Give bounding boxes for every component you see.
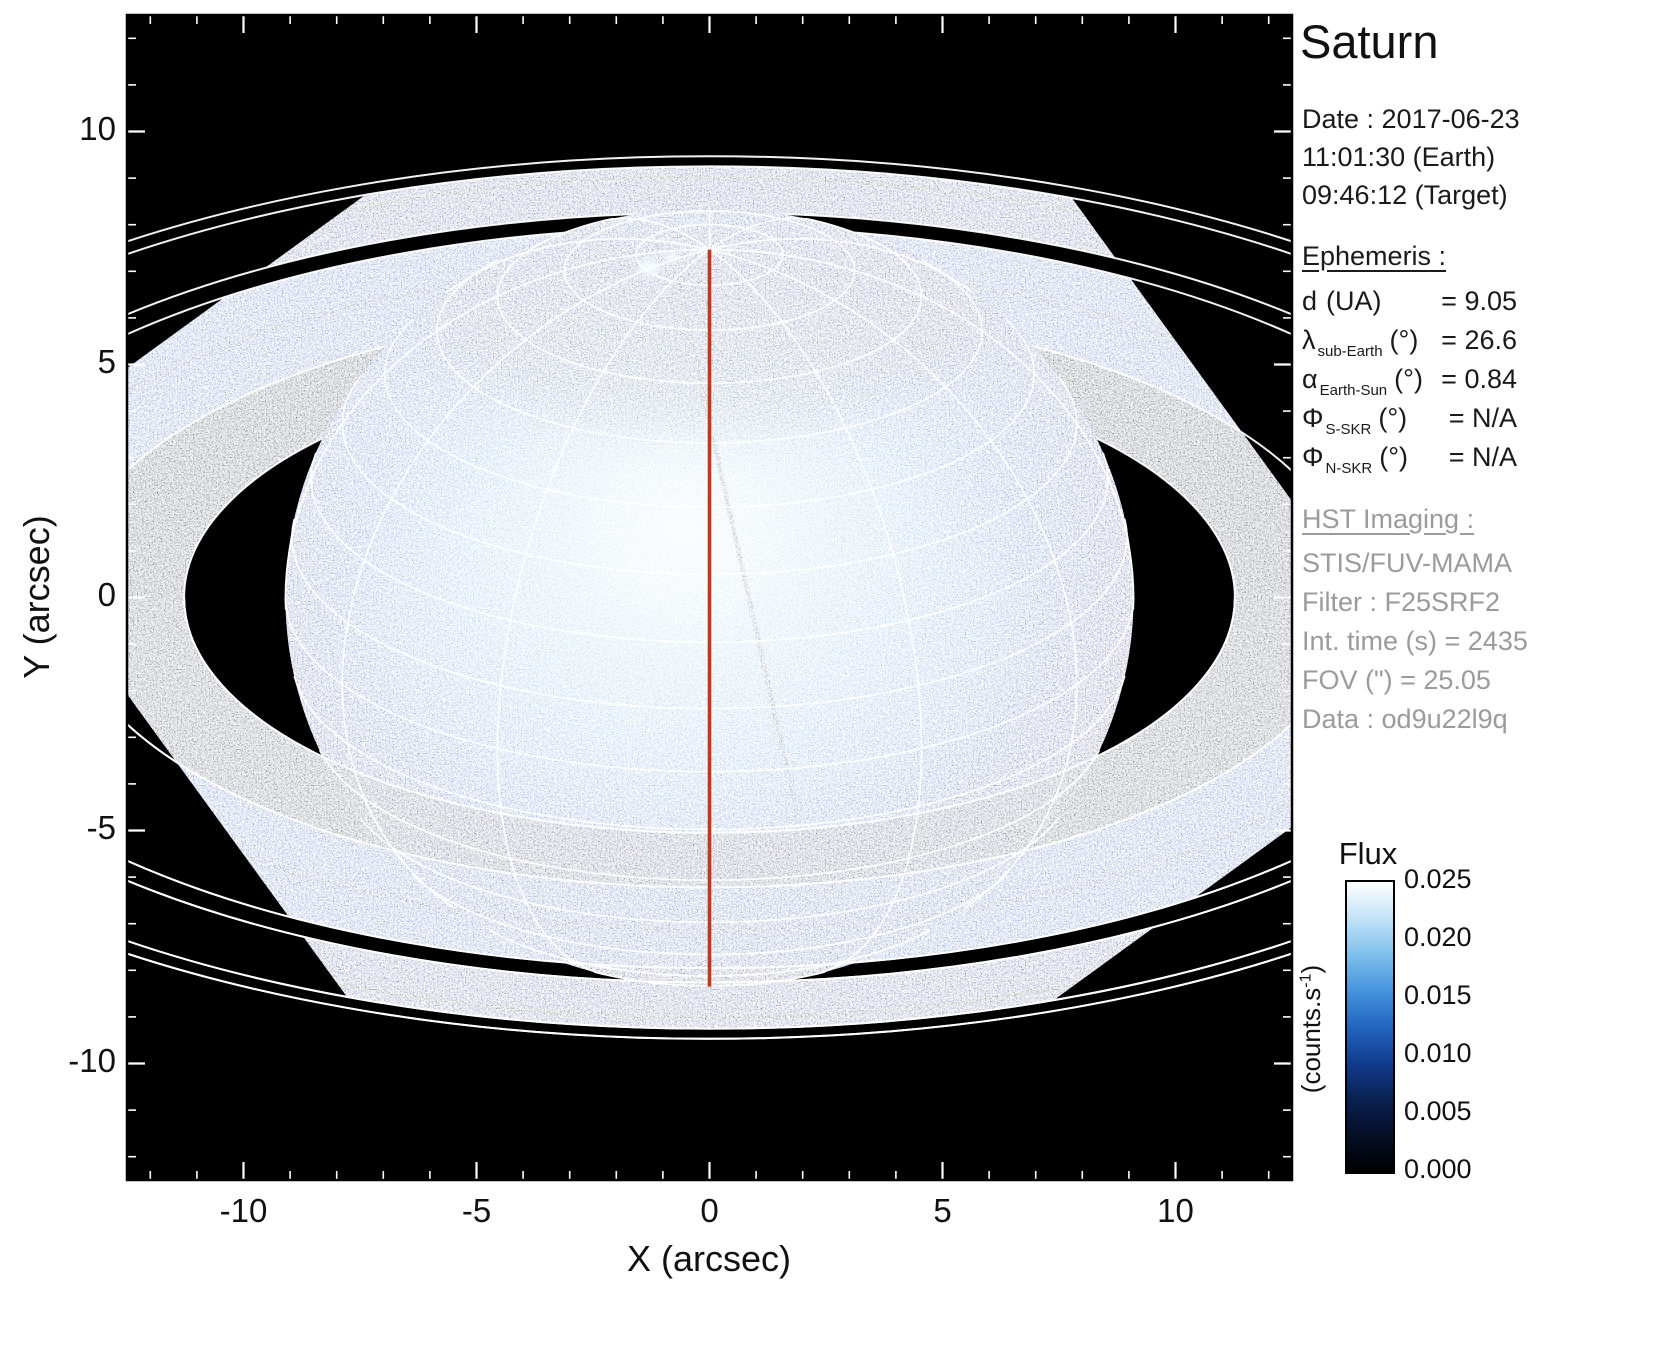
colorbar-tick-label: 0.000 [1404, 1154, 1472, 1184]
x-tick-label: 5 [933, 1192, 952, 1229]
hst-imaging-line: Filter : F25SRF2 [1302, 587, 1501, 617]
colorbar [1345, 880, 1395, 1174]
x-axis-title: X (arcsec) [626, 1238, 792, 1279]
colorbar-unit-prefix: (counts.s [1296, 987, 1326, 1094]
ephemeris-unit: (°) [1378, 403, 1408, 433]
colorbar-unit-label: (counts.s-1) [1296, 909, 1330, 1149]
ephemeris-val: = 26.6 [1441, 325, 1517, 355]
y-tick-label: -5 [86, 808, 116, 846]
hst-imaging-line: FOV (") = 25.05 [1302, 665, 1491, 695]
colorbar-tick-label: 0.020 [1404, 922, 1472, 952]
ephemeris-sym: d [1302, 286, 1318, 316]
y-tick-label: -10 [68, 1041, 116, 1079]
ephemeris-row: Φ S-SKR (°) = N/A [1302, 403, 1517, 442]
hst-imaging-block: STIS/FUV-MAMA Filter : F25SRF2 Int. time (… [1302, 544, 1528, 739]
x-tick-label: -5 [461, 1192, 492, 1229]
ephemeris-sym: λ [1302, 325, 1316, 355]
observation-date: Date : 2017-06-23 [1302, 104, 1520, 134]
y-tick-label: 10 [79, 109, 116, 147]
ephemeris-val: = N/A [1448, 442, 1517, 472]
ephemeris-val: = 0.84 [1441, 364, 1517, 394]
x-tick-label: 10 [1157, 1192, 1194, 1229]
ephemeris-table: d (UA) = 9.05 λ sub-Earth (°) = 26.6 α Earth-Sun… [1302, 286, 1517, 481]
ephemeris-unit: (UA) [1326, 286, 1382, 316]
ephemeris-val: = 9.05 [1441, 286, 1517, 316]
colorbar-tick-label: 0.005 [1404, 1096, 1472, 1126]
colorbar-unit-suffix: ) [1296, 964, 1326, 974]
colorbar-tick-label: 0.025 [1404, 864, 1472, 894]
colorbar-unit-exponent: -1 [1297, 973, 1315, 988]
colorbar-tick-label: 0.015 [1404, 980, 1472, 1010]
x-tick-label: 0 [700, 1192, 719, 1229]
y-tick-label: 0 [97, 575, 116, 613]
ephemeris-sub: sub-Earth [1317, 343, 1383, 360]
hst-imaging-line: Int. time (s) = 2435 [1302, 626, 1528, 656]
plot-title: Saturn [1300, 15, 1439, 68]
ephemeris-unit: (°) [1389, 325, 1419, 355]
ephemeris-val: = N/A [1448, 403, 1517, 433]
hst-imaging-line: STIS/FUV-MAMA [1302, 548, 1513, 578]
ephemeris-row: λ sub-Earth (°) = 26.6 [1302, 325, 1517, 364]
ephemeris-row: α Earth-Sun (°) = 0.84 [1302, 364, 1517, 403]
ephemeris-header: Ephemeris : [1302, 241, 1447, 271]
ephemeris-row: d (UA) = 9.05 [1302, 286, 1517, 325]
ephemeris-sub: S-SKR [1325, 421, 1372, 438]
ephemeris-sub: N-SKR [1325, 460, 1373, 477]
observation-block: Date : 2017-06-23 11:01:30 (Earth) 09:46… [1302, 100, 1520, 214]
ephemeris-sym: Φ [1302, 403, 1324, 433]
x-tick-label: -10 [219, 1192, 268, 1229]
hst-imaging-line: Data : od9u22l9q [1302, 704, 1508, 734]
hst-imaging-header: HST Imaging : [1302, 504, 1475, 534]
observation-time-earth: 11:01:30 (Earth) [1302, 142, 1496, 172]
y-tick-label: 5 [97, 342, 116, 380]
ephemeris-sym: α [1302, 364, 1318, 394]
ephemeris-sub: Earth-Sun [1319, 382, 1388, 399]
ephemeris-unit: (°) [1394, 364, 1423, 394]
ephemeris-row: Φ N-SKR (°) = N/A [1302, 442, 1517, 481]
colorbar-title: Flux [1338, 836, 1398, 871]
ephemeris-sym: Φ [1302, 442, 1324, 472]
ephemeris-unit: (°) [1379, 442, 1408, 472]
observation-time-target: 09:46:12 (Target) [1302, 180, 1508, 210]
colorbar-tick-label: 0.010 [1404, 1038, 1472, 1068]
